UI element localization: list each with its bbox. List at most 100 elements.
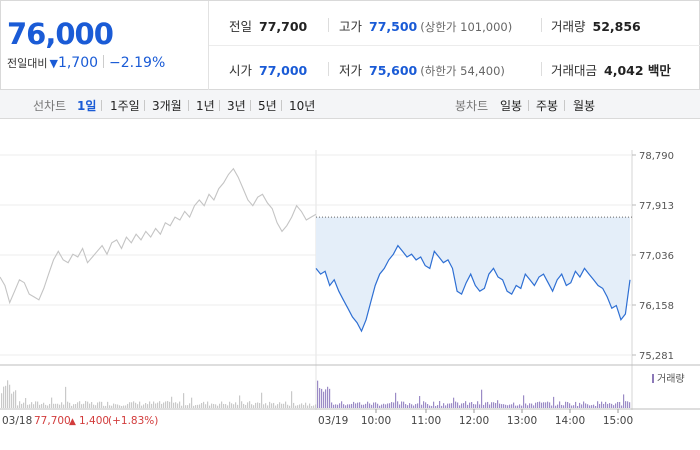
stat-value: 77,500 xyxy=(369,19,418,34)
tab-daily-candle[interactable]: 일봉 xyxy=(500,99,523,113)
volume-bar xyxy=(55,403,57,408)
volume-bar xyxy=(627,401,629,408)
volume-bar xyxy=(367,401,369,408)
stat-label: 거래대금 xyxy=(551,63,598,78)
volume-bar xyxy=(605,401,607,408)
volume-bar xyxy=(61,402,63,408)
volume-bar xyxy=(495,403,497,408)
volume-bar xyxy=(339,403,341,408)
x-tick-label: 11:00 xyxy=(411,415,441,427)
tab-5y[interactable]: 5년 xyxy=(258,99,277,113)
volume-bar xyxy=(529,403,531,408)
volume-bar xyxy=(497,400,499,408)
volume-bar xyxy=(357,402,359,408)
volume-bar xyxy=(433,401,435,408)
tab-1w[interactable]: 1주일 xyxy=(110,99,140,113)
volume-bar xyxy=(397,401,399,408)
volume-bar xyxy=(413,405,415,408)
volume-bar xyxy=(417,403,419,408)
volume-bar xyxy=(353,401,355,408)
tab-10y[interactable]: 10년 xyxy=(289,99,316,113)
volume-bar xyxy=(393,402,395,408)
volume-bar xyxy=(123,405,125,408)
volume-bar xyxy=(211,403,213,408)
volume-bar xyxy=(143,404,145,408)
volume-bar xyxy=(571,405,573,408)
prev-day-date-label: 03/18 xyxy=(2,415,32,427)
tab-1d[interactable]: 1일 xyxy=(77,99,97,113)
volume-bar xyxy=(25,398,27,408)
tab-3y[interactable]: 3년 xyxy=(227,99,246,113)
volume-bar xyxy=(63,404,65,408)
volume-bar xyxy=(461,403,463,408)
volume-bar xyxy=(237,404,239,408)
volume-bar xyxy=(411,404,413,408)
volume-bar xyxy=(573,405,575,408)
volume-bar xyxy=(387,403,389,408)
volume-bar xyxy=(167,401,169,408)
volume-bar xyxy=(621,405,623,408)
volume-bar xyxy=(557,404,559,408)
tab-3m[interactable]: 3개월 xyxy=(152,99,182,113)
volume-bar xyxy=(375,402,377,408)
volume-bar xyxy=(197,404,199,408)
volume-bar xyxy=(35,401,37,408)
y-tick-label: 76,158 xyxy=(639,301,674,312)
volume-bar xyxy=(1,393,3,408)
volume-bar xyxy=(551,405,553,408)
tab-monthly-candle[interactable]: 월봉 xyxy=(573,99,596,113)
volume-bar xyxy=(383,403,385,408)
volume-bar xyxy=(175,402,177,408)
volume-bar xyxy=(157,402,159,408)
volume-bar xyxy=(361,404,363,408)
volume-bar xyxy=(115,404,117,408)
volume-bar xyxy=(343,404,345,408)
volume-bar xyxy=(517,405,519,408)
stat-value: 75,600 xyxy=(369,63,418,78)
volume-bar xyxy=(515,405,517,408)
tab-1y[interactable]: 1년 xyxy=(196,99,215,113)
volume-bar xyxy=(577,405,579,408)
divider xyxy=(188,100,189,111)
y-tick-label: 75,281 xyxy=(639,351,674,362)
volume-bar xyxy=(7,380,9,408)
volume-bar xyxy=(385,404,387,408)
volume-bar xyxy=(229,401,231,408)
volume-bar xyxy=(597,401,599,408)
volume-bar xyxy=(285,401,287,408)
down-arrow-icon: ▼ xyxy=(49,57,58,70)
volume-bar xyxy=(109,405,111,408)
volume-bar xyxy=(395,392,397,408)
volume-bar xyxy=(121,405,123,408)
divider xyxy=(103,55,105,68)
volume-bar xyxy=(45,404,47,408)
volume-bar xyxy=(31,402,33,408)
volume-bar xyxy=(587,404,589,408)
volume-bar xyxy=(289,405,291,408)
stat-high: 고가 77,500 (상한가 101,000) xyxy=(339,16,512,35)
volume-bar xyxy=(331,402,333,408)
tab-weekly-candle[interactable]: 주봉 xyxy=(536,99,559,113)
volume-bar xyxy=(439,401,441,408)
intraday-chart[interactable]: 78,790 77,913 77,036 76,158 75,281 10:00 11:0… xyxy=(0,120,700,450)
current-price: 76,000 xyxy=(7,17,114,51)
volume-bar xyxy=(479,404,481,408)
volume-bar xyxy=(177,403,179,408)
divider xyxy=(541,62,542,76)
volume-bar xyxy=(601,401,603,408)
volume-bar xyxy=(103,405,105,408)
volume-bar xyxy=(463,403,465,408)
volume-bar xyxy=(271,403,273,408)
volume-bar xyxy=(505,404,507,408)
volume-bar xyxy=(33,404,35,408)
change-row: 전일대비 ▼1,700 −2.19% xyxy=(7,55,165,71)
volume-bar xyxy=(553,396,555,408)
volume-bar xyxy=(487,401,489,408)
change-value: 1,700 xyxy=(57,55,99,71)
volume-bar xyxy=(301,403,303,408)
volume-bar xyxy=(389,403,391,408)
volume-bar xyxy=(9,384,11,408)
volume-bar xyxy=(265,403,267,408)
volume-bar xyxy=(471,402,473,408)
volume-bar xyxy=(423,401,425,408)
